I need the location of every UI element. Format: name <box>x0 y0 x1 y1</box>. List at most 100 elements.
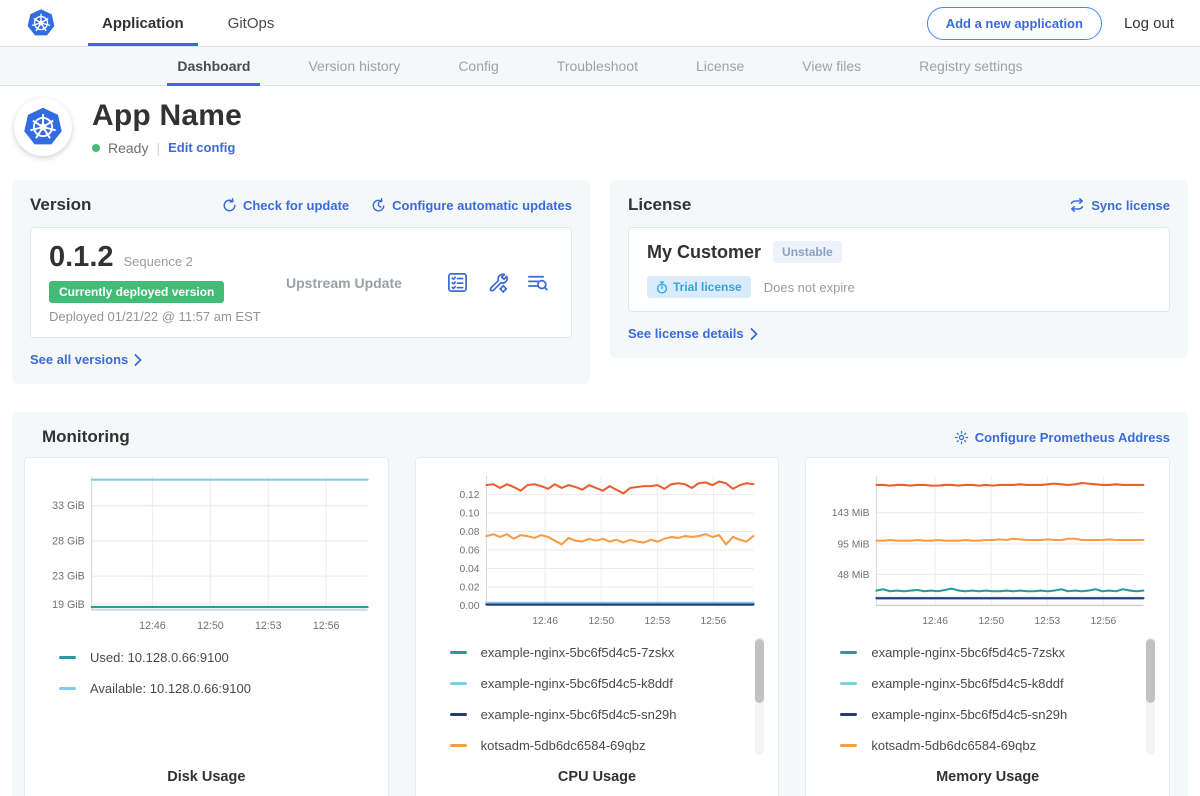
svg-text:12:53: 12:53 <box>1035 616 1061 627</box>
svg-text:12:56: 12:56 <box>1091 616 1117 627</box>
top-nav: Application GitOps Add a new application … <box>0 0 1200 46</box>
legend-color-dash <box>449 682 467 685</box>
tab-registry-settings[interactable]: Registry settings <box>919 58 1023 74</box>
preflight-checklist-icon[interactable] <box>446 271 469 294</box>
kubernetes-logo-icon[interactable] <box>26 8 56 38</box>
charts-row: 19 GiB 23 GiB 28 GiB 33 GiB 12:46 12:50 12:53 1… <box>24 457 1171 796</box>
legend-color-dash <box>840 651 858 654</box>
legend-item[interactable]: kotsadm-5db6dc6584-69qbz <box>449 730 751 761</box>
legend-scrollbar[interactable] <box>755 637 765 755</box>
legend-label: example-nginx-5bc6f5d4c5-sn29h <box>480 707 677 722</box>
svg-text:12:50: 12:50 <box>197 620 224 632</box>
app-header: App Name Ready | Edit config <box>0 86 1200 170</box>
version-source: Upstream Update <box>286 274 402 291</box>
legend-label: Used: 10.128.0.66:9100 <box>90 650 229 666</box>
license-expiry: Does not expire <box>763 279 855 295</box>
configure-prometheus-link[interactable]: Configure Prometheus Address <box>954 430 1170 445</box>
legend-label: example-nginx-5bc6f5d4c5-7zskx <box>871 645 1065 660</box>
ready-status-dot <box>92 143 100 152</box>
add-application-button[interactable]: Add a new application <box>926 6 1102 40</box>
tab-troubleshoot[interactable]: Troubleshoot <box>556 58 638 74</box>
legend-item[interactable]: example-nginx-5bc6f5d4c5-sn29h <box>840 699 1141 730</box>
stopwatch-icon <box>656 280 668 294</box>
legend-label: Available: 10.128.0.66:9100 <box>90 681 251 697</box>
see-license-details-link[interactable]: See license details <box>628 326 758 341</box>
legend-color-dash <box>840 713 858 716</box>
chart-title: Disk Usage <box>167 769 246 785</box>
tab-dashboard[interactable]: Dashboard <box>167 47 261 86</box>
version-sequence: Sequence 2 <box>123 254 193 269</box>
configure-automatic-updates-link[interactable]: Configure automatic updates <box>371 198 572 213</box>
legend-color-dash <box>449 713 467 716</box>
memory-usage-legend: example-nginx-5bc6f5d4c5-7zskx example-ng… <box>818 631 1157 761</box>
legend-item[interactable]: example-nginx-5bc6f5d4c5-7zskx <box>840 637 1141 668</box>
svg-text:12:46: 12:46 <box>532 616 558 627</box>
edit-config-link[interactable]: Edit config <box>168 140 236 155</box>
main-content: Version Check for update <box>0 180 1200 796</box>
see-all-versions-link[interactable]: See all versions <box>30 352 142 367</box>
chart-card-disk-usage: 19 GiB 23 GiB 28 GiB 33 GiB 12:46 12:50 12:53 1… <box>24 457 389 796</box>
version-number: 0.1.2 <box>49 241 114 273</box>
svg-text:12:53: 12:53 <box>644 616 670 627</box>
legend-label: example-nginx-5bc6f5d4c5-k8ddf <box>480 676 673 691</box>
legend-scrollbar[interactable] <box>1146 637 1156 755</box>
cpu-usage-chart: 0.00 0.02 0.04 0.06 0.08 0.10 0.12 12:46 12:50 12… <box>459 475 755 627</box>
disk-usage-legend: Used: 10.128.0.66:9100 Available: 10.128.… <box>37 636 376 761</box>
svg-text:19 GiB: 19 GiB <box>52 599 84 611</box>
scrollbar-thumb[interactable] <box>1146 639 1156 703</box>
chart-card-memory-usage: 48 MiB 95 MiB 143 MiB 12:46 12:50 12:53 12:56 e… <box>805 457 1171 796</box>
deployed-timestamp: Deployed 01/21/22 @ 11:57 am EST <box>49 309 261 324</box>
legend-item[interactable]: example-nginx-5bc6f5d4c5-k8ddf <box>449 668 751 699</box>
topnav-item-application[interactable]: Application <box>88 0 198 46</box>
currently-deployed-badge: Currently deployed version <box>49 281 225 303</box>
customer-name: My Customer <box>647 241 762 262</box>
config-wrench-icon[interactable] <box>486 271 509 294</box>
tab-version-history[interactable]: Version history <box>308 58 401 74</box>
license-panel-title: License <box>628 195 692 214</box>
current-version-card: 0.1.2 Sequence 2 Currently deployed vers… <box>30 227 572 338</box>
legend-item[interactable]: example-nginx-5bc6f5d4c5-sn29h <box>449 699 751 730</box>
channel-badge: Unstable <box>773 241 842 263</box>
svg-text:95 MiB: 95 MiB <box>838 539 870 550</box>
svg-text:0.10: 0.10 <box>459 508 479 519</box>
legend-item[interactable]: Used: 10.128.0.66:9100 <box>59 642 360 673</box>
svg-text:12:50: 12:50 <box>588 616 614 627</box>
check-for-update-link[interactable]: Check for update <box>222 198 349 213</box>
sync-license-link[interactable]: Sync license <box>1069 198 1170 213</box>
legend-label: example-nginx-5bc6f5d4c5-7zskx <box>480 645 675 660</box>
page-title: App Name <box>92 98 242 132</box>
legend-color-dash <box>449 651 467 654</box>
legend-item[interactable]: example-nginx-5bc6f5d4c5-k8ddf <box>840 668 1141 699</box>
svg-text:33 GiB: 33 GiB <box>52 500 84 512</box>
legend-label: example-nginx-5bc6f5d4c5-sn29h <box>871 707 1068 722</box>
svg-text:0.04: 0.04 <box>459 564 479 575</box>
license-panel: License Sync license My Customer Unstabl… <box>610 180 1188 358</box>
tab-view-files[interactable]: View files <box>802 58 862 74</box>
chart-title: CPU Usage <box>557 769 637 785</box>
legend-item[interactable]: Available: 10.128.0.66:9100 <box>59 673 360 704</box>
monitoring-title: Monitoring <box>42 427 130 446</box>
trial-license-badge: Trial license <box>647 276 751 298</box>
svg-text:12:56: 12:56 <box>700 616 726 627</box>
topnav-items: Application GitOps <box>88 0 304 46</box>
scrollbar-thumb[interactable] <box>755 639 765 703</box>
tab-license[interactable]: License <box>695 58 745 74</box>
svg-text:0.02: 0.02 <box>459 582 479 593</box>
gear-icon <box>954 430 968 444</box>
cpu-usage-legend: example-nginx-5bc6f5d4c5-7zskx example-ng… <box>428 631 767 761</box>
chevron-right-icon <box>750 327 758 340</box>
app-subnav: Dashboard Version history Config Troublesho… <box>0 46 1200 86</box>
svg-text:0.00: 0.00 <box>459 601 479 612</box>
topnav-item-gitops[interactable]: GitOps <box>227 14 275 32</box>
tab-config[interactable]: Config <box>458 58 499 74</box>
logout-button[interactable]: Log out <box>1123 14 1174 32</box>
svg-text:0.06: 0.06 <box>459 545 479 556</box>
svg-text:23 GiB: 23 GiB <box>52 571 84 583</box>
clock-refresh-icon <box>372 197 385 212</box>
legend-item[interactable]: kotsadm-5db6dc6584-69qbz <box>840 730 1141 761</box>
legend-color-dash <box>59 656 76 660</box>
svg-text:0.12: 0.12 <box>459 490 479 501</box>
legend-item[interactable]: example-nginx-5bc6f5d4c5-7zskx <box>449 637 751 668</box>
svg-text:28 GiB: 28 GiB <box>52 535 84 547</box>
logs-search-icon[interactable] <box>526 271 549 294</box>
